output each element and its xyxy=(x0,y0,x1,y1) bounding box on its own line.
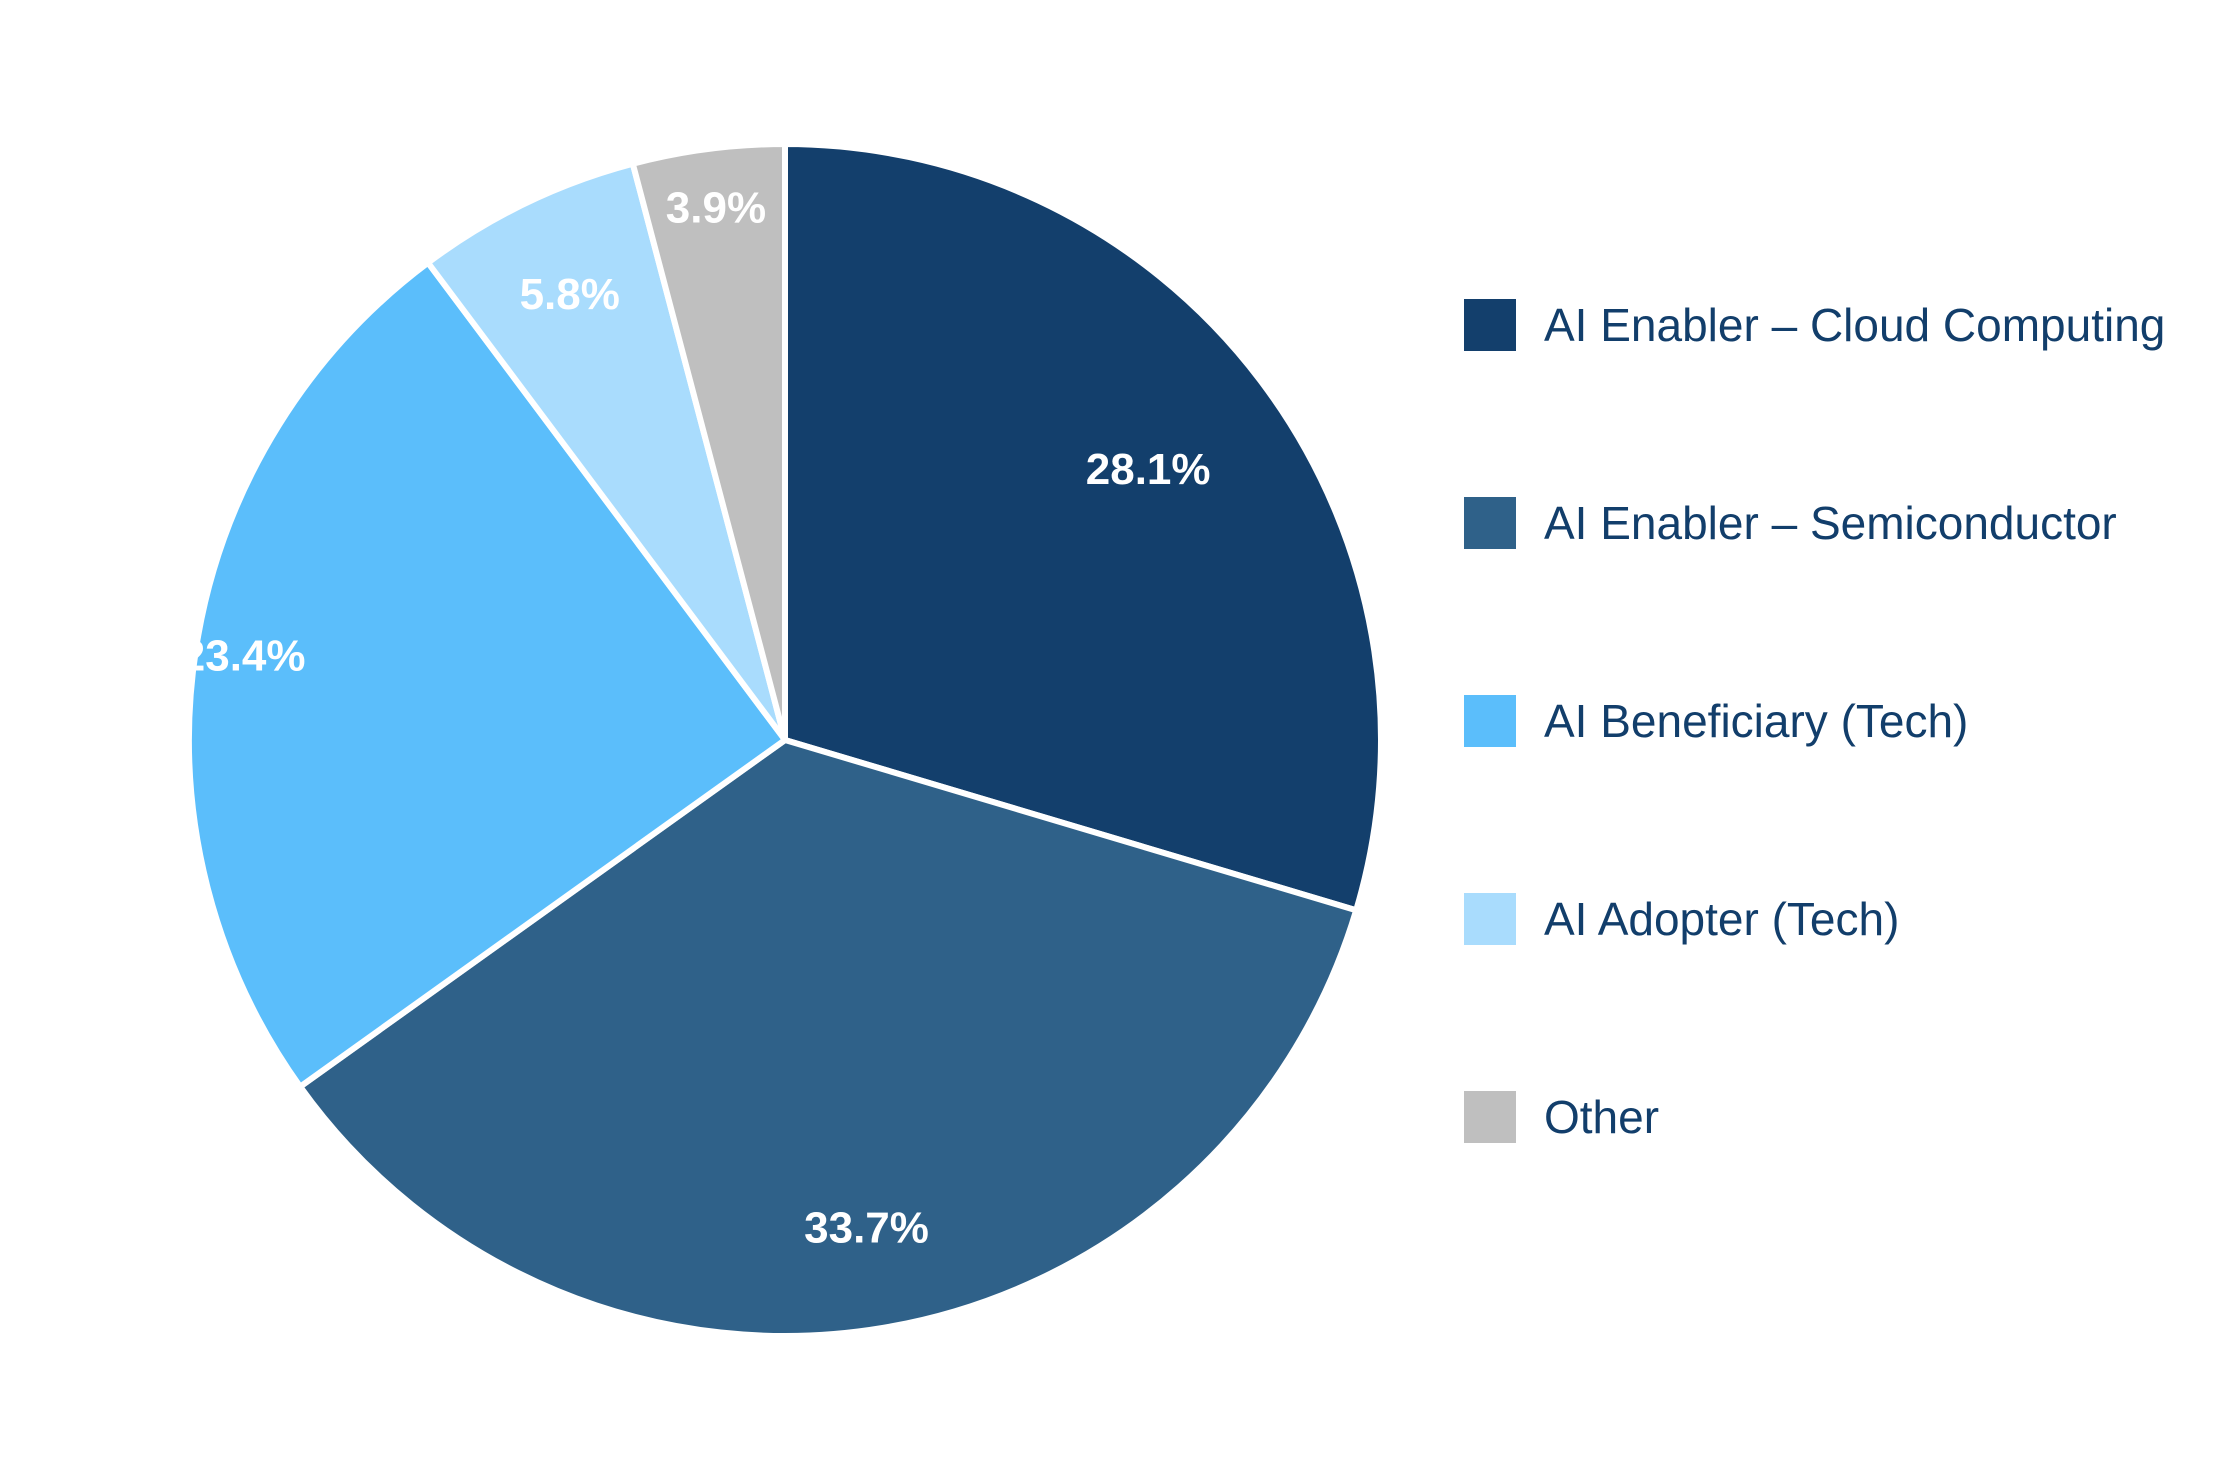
data-label-ai-enabler-cloud-computing: 28.1% xyxy=(1086,445,1211,494)
legend-item-other: Other xyxy=(1464,1088,2165,1146)
legend-swatch-ai-adopter-tech xyxy=(1464,893,1516,945)
slice-other xyxy=(629,140,788,741)
legend-item-ai-adopter-tech: AI Adopter (Tech) xyxy=(1464,890,2165,948)
data-label-other: 3.9% xyxy=(666,184,766,233)
pie-data-labels: 28.1% 33.7% 23.4% 5.8% 3.9% xyxy=(181,184,1211,1253)
pie-slices xyxy=(186,140,1384,1339)
legend-label-ai-enabler-semiconductor: AI Enabler – Semiconductor xyxy=(1544,497,2117,549)
legend-swatch-ai-enabler-cloud-computing xyxy=(1464,299,1516,351)
slice-ai-beneficiary-tech xyxy=(186,258,790,1091)
slice-ai-enabler-cloud-computing xyxy=(782,140,1384,914)
legend-item-ai-enabler-cloud-computing: AI Enabler – Cloud Computing xyxy=(1464,296,2165,354)
legend-label-ai-adopter-tech: AI Adopter (Tech) xyxy=(1544,893,1900,945)
legend-label-ai-enabler-cloud-computing: AI Enabler – Cloud Computing xyxy=(1544,299,2166,351)
legend-label-other: Other xyxy=(1544,1091,1660,1143)
legend-swatch-ai-beneficiary-tech xyxy=(1464,695,1516,747)
slice-ai-enabler-semiconductor xyxy=(295,736,1360,1339)
legend-swatch-ai-enabler-semiconductor xyxy=(1464,497,1516,549)
legend-swatch-other xyxy=(1464,1091,1516,1143)
data-label-ai-adopter-tech: 5.8% xyxy=(520,270,620,319)
legend-item-ai-beneficiary-tech: AI Beneficiary (Tech) xyxy=(1464,692,2165,750)
legend: AI Enabler – Cloud Computing AI Enabler –… xyxy=(1464,296,2165,1286)
slice-ai-adopter-tech xyxy=(423,160,788,742)
data-label-ai-beneficiary-tech: 23.4% xyxy=(181,631,306,680)
data-label-ai-enabler-semiconductor: 33.7% xyxy=(804,1203,929,1252)
legend-label-ai-beneficiary-tech: AI Beneficiary (Tech) xyxy=(1544,695,1969,747)
legend-item-ai-enabler-semiconductor: AI Enabler – Semiconductor xyxy=(1464,494,2165,552)
